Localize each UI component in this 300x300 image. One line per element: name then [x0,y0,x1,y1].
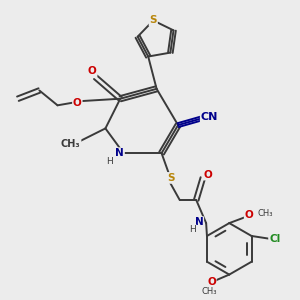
Text: N: N [115,148,124,158]
Text: H: H [189,224,196,233]
Text: O: O [88,66,97,76]
Text: S: S [167,173,175,183]
Text: O: O [207,277,216,287]
Text: S: S [149,16,157,26]
Text: CH₃: CH₃ [258,209,273,218]
Text: H: H [106,157,113,166]
Text: CH₃: CH₃ [202,287,217,296]
Text: CH₃: CH₃ [61,139,81,149]
Text: Cl: Cl [269,234,280,244]
Text: O: O [73,98,82,108]
Text: O: O [203,169,212,180]
Text: O: O [245,210,254,220]
Text: CN: CN [201,112,218,122]
Text: N: N [194,217,203,227]
